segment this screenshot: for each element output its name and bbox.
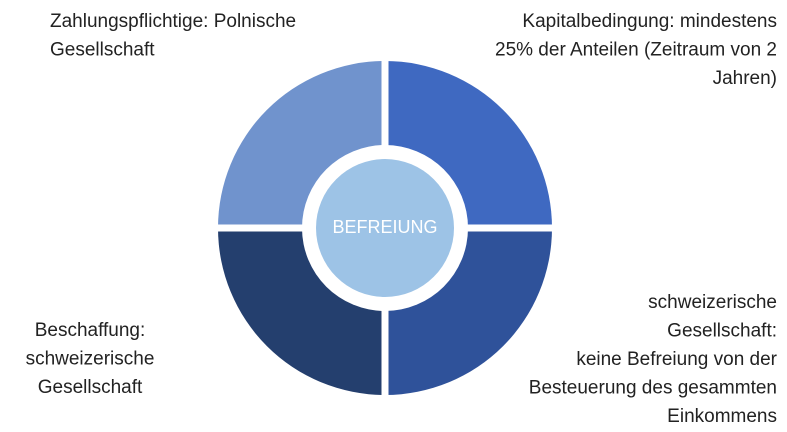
block-text: Einkommens <box>667 406 777 427</box>
block-text: Kapitalbedingung: mindestens <box>522 11 777 32</box>
block-text: Gesellschaft: <box>667 321 777 342</box>
block-text: Jahren) <box>713 68 777 89</box>
center-circle <box>316 159 454 297</box>
block-text: Beschaffung: <box>35 320 146 341</box>
block-text: Zahlungspflichtige: Polnische <box>50 11 296 32</box>
block-text: 25% der Anteilen (Zeitraum von 2 <box>495 40 777 61</box>
block-text: Besteuerung des gesammten <box>529 378 777 399</box>
block-text: Gesellschaft <box>38 377 143 398</box>
cycle: BEFREIUNG <box>210 50 560 405</box>
block-text: keine Befreiung von der <box>576 349 777 370</box>
block-text: schweizerische <box>648 292 777 313</box>
block-text: Gesellschaft <box>50 40 155 61</box>
center-label: BEFREIUNG <box>332 217 437 237</box>
block-text: schweizerische <box>26 349 155 370</box>
